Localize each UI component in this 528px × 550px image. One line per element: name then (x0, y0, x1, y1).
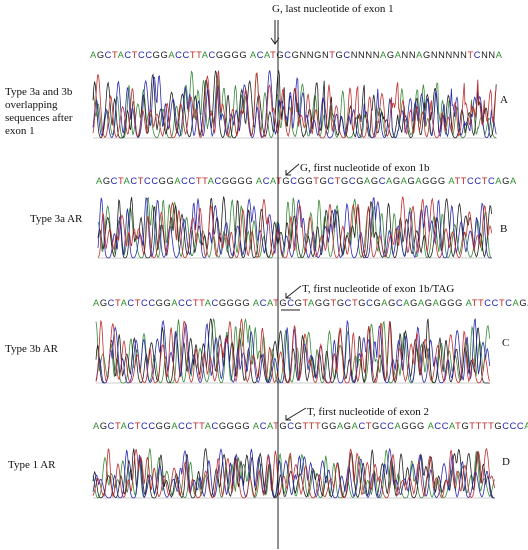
chromatogram-trace (97, 197, 492, 259)
chromatogram-trace (92, 70, 497, 139)
row-label-b: Type 3a AR (30, 213, 83, 225)
arrow-d-icon (285, 407, 307, 421)
annotation-a: G, last nucleotide of exon 1 (272, 3, 394, 15)
sequence-a: AGCTACTCCGGACCTTACGGGG ACATGCGNNGNTGCNNN… (90, 50, 503, 60)
annotation-c: T, first nucleotide of exon 1b/TAG (302, 283, 455, 295)
arrow-b-icon (285, 163, 300, 176)
chromatogram-trace (95, 317, 490, 384)
panel-letter-b: B (500, 223, 508, 235)
panel-letter-c: C (502, 337, 510, 349)
panel-letter-a: A (500, 94, 508, 106)
arrow-c-icon (285, 285, 302, 299)
chromatogram-trace (97, 196, 492, 259)
chromatogram-trace (92, 447, 495, 499)
panel-letter-d: D (502, 456, 510, 468)
sequence-b: AGCTACTCCGGACCTTACGGGG ACATGCGGTGCTGCGAG… (96, 176, 517, 186)
chromatogram-trace (95, 318, 490, 384)
row-label-c: Type 3b AR (5, 343, 59, 355)
sequence-c: AGCTACTCCGGACCTTACGGGG ACATGCGTAGGTGCTGC… (93, 298, 528, 308)
row-label-a: Type 3a and 3b overlapping sequences aft… (5, 86, 73, 137)
chromatogram-trace (92, 447, 495, 499)
sequence-d: AGCTACTCCGGACCTTACGGGG ACATGCGTTTGGAGACT… (93, 421, 528, 431)
chromatogram-trace (92, 70, 497, 139)
annotation-b: G, first nucleotide of exon 1b (300, 162, 430, 174)
chromatogram-trace (97, 197, 492, 259)
annotation-d: T, first nucleotide of exon 2 (307, 406, 429, 418)
row-label-d: Type 1 AR (8, 459, 56, 471)
arrow-a-icon (270, 20, 280, 45)
